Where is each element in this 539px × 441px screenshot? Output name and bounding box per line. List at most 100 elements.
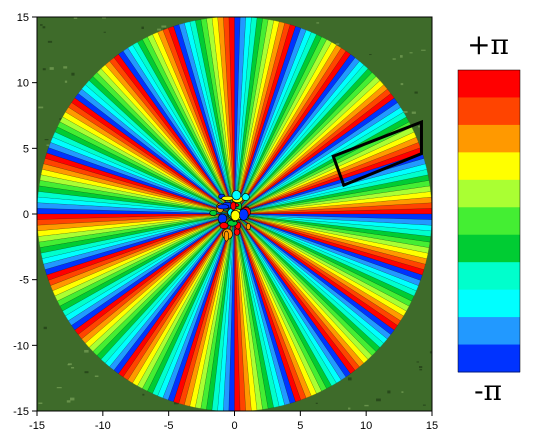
phase-band [37,170,235,215]
grain-speck [414,91,418,94]
phase-band [173,213,235,411]
grain-speck [418,125,422,128]
x-tick-label: -15 [29,420,45,432]
phase-band [234,213,432,221]
grain-speck [161,25,167,28]
core-blob [221,195,234,201]
phase-band [234,213,432,270]
phase-band [234,213,432,293]
x-tick-label: 10 [360,420,372,432]
phase-band [234,213,432,239]
grain-speck [402,111,408,113]
grain-speck [400,83,404,86]
phase-band [37,213,235,288]
phase-band [234,213,308,411]
grain-speck [66,400,71,403]
y-tick-label: -15 [13,406,29,418]
y-tick-label: -10 [13,340,29,352]
grain-speck [421,49,426,51]
y-tick-label: 5 [23,143,29,155]
colorbar-max-label: +π [467,28,509,61]
phase-band [167,213,235,411]
phase-band [161,213,235,411]
colorbar-level [458,152,520,181]
phase-band [37,164,235,215]
phase-band [234,140,432,215]
grain-speck [63,66,68,69]
colorbar-level [458,97,520,126]
grain-speck [70,397,75,401]
y-tick-label: -5 [19,275,29,287]
grain-speck [59,118,63,121]
phase-band [234,213,432,252]
vortex-core [209,190,251,242]
phase-band [234,17,308,215]
grain-speck [429,351,432,354]
grain-speck [47,40,53,43]
phase-band [197,213,235,411]
colorbar-level [458,124,520,153]
grain-speck [416,361,420,363]
x-tick-label: -5 [164,420,174,432]
grain-speck [38,106,44,109]
grain-speck [173,402,179,405]
grain-speck [141,26,144,30]
grain-speck [316,22,320,24]
core-blob [231,190,242,201]
core-blob [238,208,249,221]
y-tick-label: 0 [23,209,29,221]
phase-band [234,146,432,215]
phase-band [234,213,432,264]
colorbar-level [458,234,520,263]
grain-speck [387,390,391,394]
phase-band [234,213,432,305]
grain-speck [71,72,75,76]
grain-speck [42,68,46,71]
phase-band [37,207,235,215]
grain-speck [347,377,352,381]
phase-band [37,213,235,293]
grain-speck [142,393,145,396]
grain-speck [71,366,75,369]
phase-band [234,123,432,215]
phase-band [234,213,432,299]
phase-band [234,213,432,258]
grain-speck [44,139,49,141]
grain-speck [38,402,43,404]
phase-band [37,158,235,215]
grain-speck [84,349,89,353]
grain-speck [94,375,99,378]
grain-speck [400,55,403,58]
phase-band [149,17,235,215]
plot-area [37,17,432,411]
phase-band [234,17,248,215]
phase-band [234,135,432,215]
grain-speck [73,17,78,19]
grain-speck [103,31,106,33]
grain-speck [409,52,413,54]
grain-speck [401,391,404,393]
grain-speck [102,17,106,19]
core-blob [241,193,250,201]
phase-band [234,213,314,411]
phase-band [234,213,432,246]
phase-band [37,135,235,215]
grain-speck [422,404,426,406]
phase-band [37,140,235,215]
phase-band [221,213,235,411]
core-blob [230,210,241,221]
core-blob [217,213,228,224]
grain-speck [364,404,369,407]
phase-band [234,17,320,215]
colorbar [457,69,521,373]
grain-speck [157,28,161,31]
phase-band [234,17,260,215]
phase-band [37,176,235,215]
phase-band [234,17,266,215]
phase-band [161,17,235,215]
phase-band [155,17,235,215]
annotation-rectangle [331,119,423,188]
grain-speck [419,369,423,371]
y-tick-label: 15 [17,12,29,24]
phase-band [234,17,278,215]
